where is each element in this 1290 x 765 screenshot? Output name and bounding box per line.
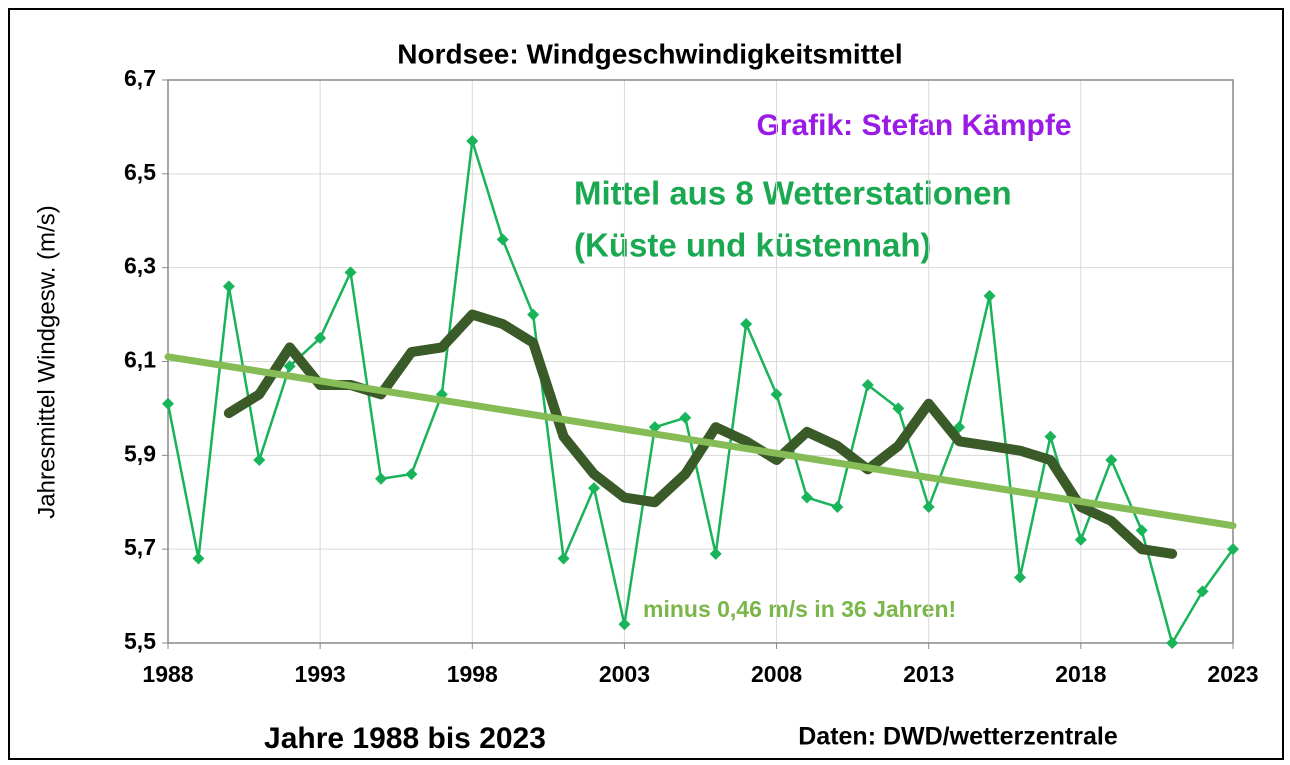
marker	[1135, 524, 1148, 537]
x-tick-label: 2023	[1207, 661, 1258, 687]
marker	[1166, 637, 1179, 649]
chart-title: Nordsee: Windgeschwindigkeitsmittel	[397, 38, 902, 69]
y-tick-label: 6,1	[124, 347, 156, 373]
x-tick-label: 2003	[599, 661, 650, 687]
series-line	[164, 353, 1237, 530]
y-tick-label: 5,9	[124, 440, 156, 466]
marker	[922, 500, 935, 513]
marker	[1105, 454, 1118, 467]
marker	[983, 289, 996, 302]
plot-area	[167, 79, 1234, 644]
x-tick-label: 2013	[903, 661, 954, 687]
annotation: Daten: DWD/wetterzentrale	[798, 723, 1118, 751]
marker	[253, 454, 266, 467]
marker	[679, 411, 692, 424]
y-tick-label: 6,3	[124, 253, 156, 279]
x-tick-label: 1998	[447, 661, 498, 687]
marker	[892, 402, 905, 415]
x-tick-label: 2018	[1055, 661, 1106, 687]
y-tick-label: 5,5	[124, 628, 156, 654]
marker	[222, 280, 235, 293]
frame	[8, 8, 1284, 760]
series-line	[223, 309, 1178, 559]
marker	[588, 482, 600, 495]
marker	[770, 388, 783, 401]
annotation: Mittel aus 8 Wetterstationen	[574, 175, 1012, 212]
marker	[801, 491, 813, 504]
marker	[1074, 533, 1087, 546]
marker	[709, 547, 722, 560]
y-tick-label: 5,7	[124, 534, 156, 560]
marker	[466, 134, 479, 147]
annotation: minus 0,46 m/s in 36 Jahren!	[643, 596, 956, 622]
marker	[1014, 571, 1026, 584]
marker	[1227, 543, 1239, 556]
marker	[283, 360, 296, 373]
marker	[557, 552, 570, 565]
marker	[405, 468, 418, 481]
x-axis-label: Jahre 1988 bis 2023	[264, 722, 546, 755]
series-line	[166, 139, 1235, 645]
y-axis-label: Jahresmittel Windgesw. (m/s)	[33, 205, 60, 518]
marker	[496, 233, 509, 246]
marker	[740, 317, 753, 330]
marker	[344, 266, 357, 279]
marker	[618, 618, 631, 631]
annotation: Grafik: Stefan Kämpfe	[756, 109, 1071, 142]
marker	[375, 472, 387, 485]
x-tick-label: 2008	[751, 661, 802, 687]
y-tick-label: 6,5	[124, 159, 156, 185]
x-tick-label: 1993	[295, 661, 346, 687]
marker	[162, 397, 174, 410]
marker	[1044, 430, 1057, 443]
marker	[192, 552, 205, 565]
marker	[861, 378, 874, 391]
y-tick-label: 6,7	[124, 65, 156, 91]
marker	[314, 332, 327, 345]
marker	[527, 308, 540, 321]
annotation: (Küste und küstennah)	[574, 227, 932, 264]
marker	[1196, 585, 1209, 598]
x-tick-label: 1988	[142, 661, 193, 687]
marker	[831, 500, 844, 513]
